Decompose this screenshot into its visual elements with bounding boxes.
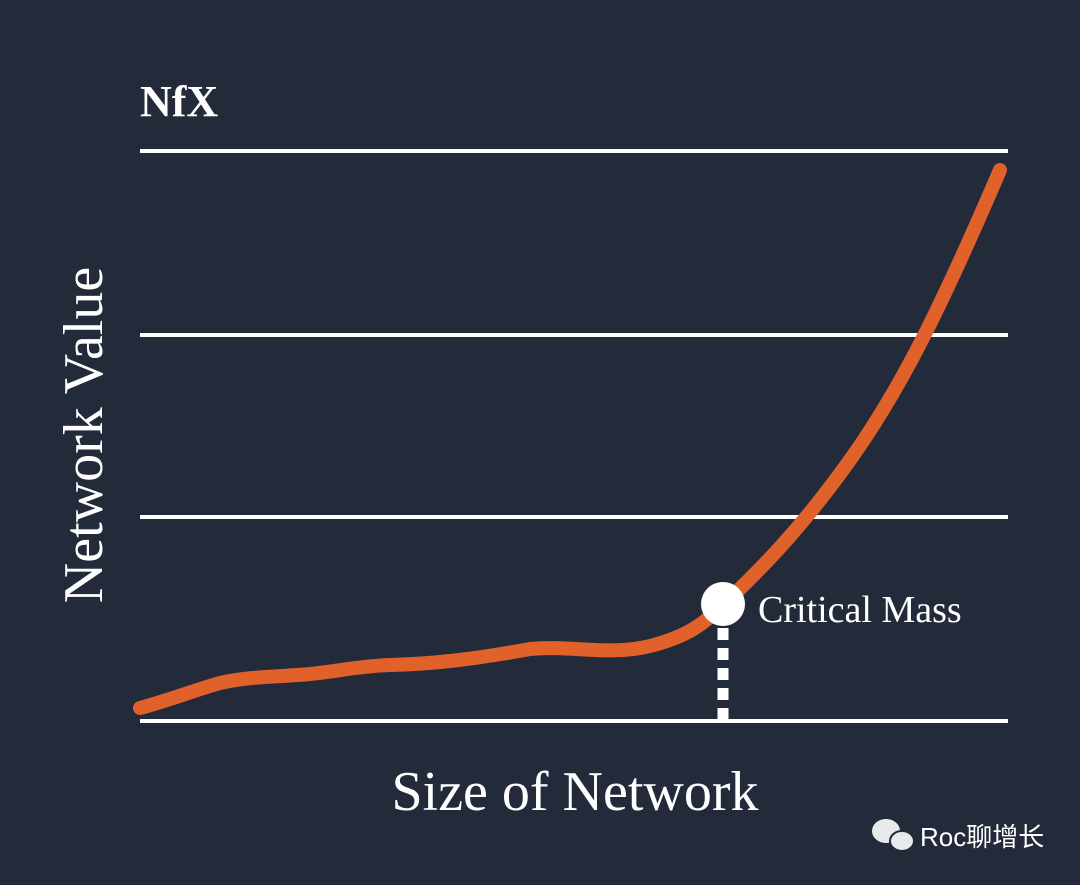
annotation: Critical Mass <box>758 589 962 631</box>
y-axis-label: Network Value <box>53 267 115 603</box>
grid <box>140 149 1008 723</box>
watermark-icon <box>872 819 915 852</box>
watermark: Roc聊增长 <box>920 822 1044 852</box>
growth-curve <box>133 163 1007 715</box>
x-axis-label: Size of Network <box>391 761 758 823</box>
critical-mass-point <box>701 582 745 626</box>
logo: NfX <box>140 77 218 126</box>
